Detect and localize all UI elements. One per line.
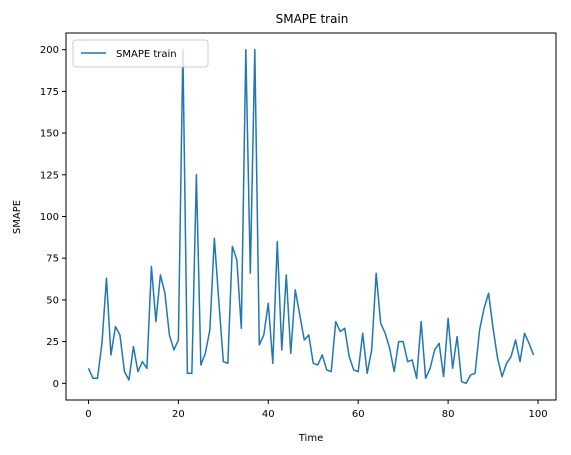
x-tick-label: 60	[352, 409, 365, 420]
y-tick-label: 200	[40, 45, 59, 56]
chart-title: SMAPE train	[276, 12, 349, 26]
legend: SMAPE train	[72, 39, 209, 68]
y-tick-label: 75	[46, 254, 59, 265]
x-tick-label: 20	[172, 409, 185, 420]
x-tick-label: 40	[262, 409, 275, 420]
y-tick-label: 125	[40, 170, 59, 181]
y-tick-label: 0	[53, 379, 59, 390]
y-tick-label: 150	[40, 129, 59, 140]
x-tick-label: 80	[442, 409, 455, 420]
x-axis: 0 20 40 60 80 100	[85, 400, 548, 420]
series-line-smape-train	[87, 48, 535, 385]
x-tick-label: 100	[528, 409, 547, 420]
y-tick-label: 50	[46, 295, 59, 306]
x-axis-label: Time	[298, 433, 323, 444]
legend-box	[72, 39, 209, 68]
y-tick-label: 25	[46, 337, 59, 348]
y-tick-label: 175	[40, 87, 59, 98]
y-tick-label: 100	[40, 212, 59, 223]
x-tick-label: 0	[85, 409, 91, 420]
legend-label: SMAPE train	[116, 49, 177, 60]
y-axis-label: SMAPE	[12, 200, 23, 234]
y-axis: 0 25 50 75 100 125 150 175 200	[40, 45, 66, 390]
